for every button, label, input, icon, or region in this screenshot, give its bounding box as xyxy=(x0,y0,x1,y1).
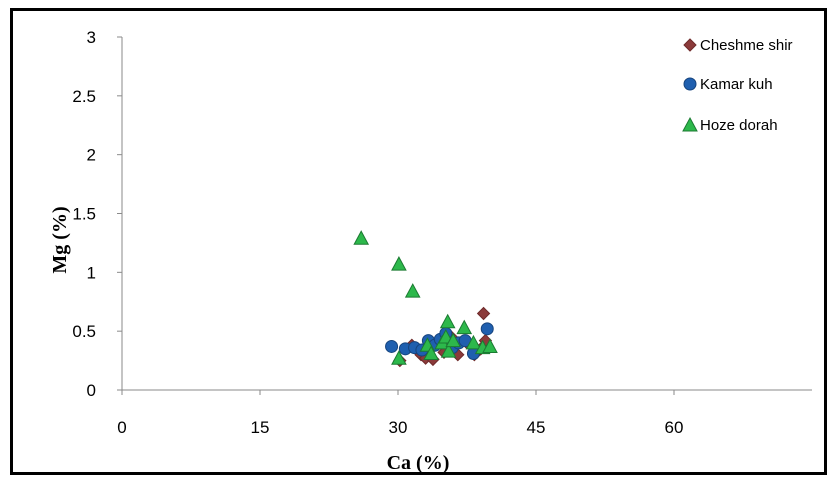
data-point-triangle xyxy=(465,334,482,350)
data-point-circle xyxy=(480,322,494,336)
series-triangle xyxy=(353,230,498,365)
y-tick-label: 3 xyxy=(87,28,96,47)
data-point-triangle xyxy=(391,350,407,365)
legend-item: Hoze dorah xyxy=(682,116,778,134)
data-point-triangle xyxy=(439,313,456,329)
x-tick-label: 45 xyxy=(527,418,546,437)
y-tick-label: 1.5 xyxy=(72,205,96,224)
x-tick-label: 15 xyxy=(251,418,270,437)
data-point-triangle xyxy=(456,319,473,335)
legend-label: Cheshme shir xyxy=(700,37,793,54)
legend-item: Cheshme shir xyxy=(683,37,793,54)
y-tick-label: 0.5 xyxy=(72,322,96,341)
data-point-diamond xyxy=(476,306,491,321)
data-point-triangle xyxy=(440,343,457,358)
y-tick-label: 1 xyxy=(87,263,96,282)
x-axis-title: Ca (%) xyxy=(387,452,450,474)
legend-label: Hoze dorah xyxy=(700,117,778,134)
legend-label: Kamar kuh xyxy=(700,76,773,93)
data-point-triangle xyxy=(482,338,498,353)
data-point-triangle xyxy=(391,256,407,271)
legend-marker-triangle xyxy=(682,116,698,132)
data-point-triangle xyxy=(404,283,421,298)
legend-marker-diamond xyxy=(683,38,697,52)
x-tick-label: 30 xyxy=(389,418,408,437)
y-tick-label: 0 xyxy=(87,381,96,400)
legend-item: Kamar kuh xyxy=(683,76,773,93)
y-tick-label: 2.5 xyxy=(72,87,96,106)
legend-marker-circle xyxy=(683,77,697,91)
data-point-triangle xyxy=(445,332,462,348)
x-tick-label: 60 xyxy=(665,418,684,437)
data-point-triangle xyxy=(353,230,370,245)
data-point-circle xyxy=(385,339,399,353)
data-point-triangle xyxy=(423,345,439,361)
x-tick-label: 0 xyxy=(117,418,126,437)
y-axis-title: Mg (%) xyxy=(49,206,71,273)
y-tick-label: 2 xyxy=(87,146,96,165)
